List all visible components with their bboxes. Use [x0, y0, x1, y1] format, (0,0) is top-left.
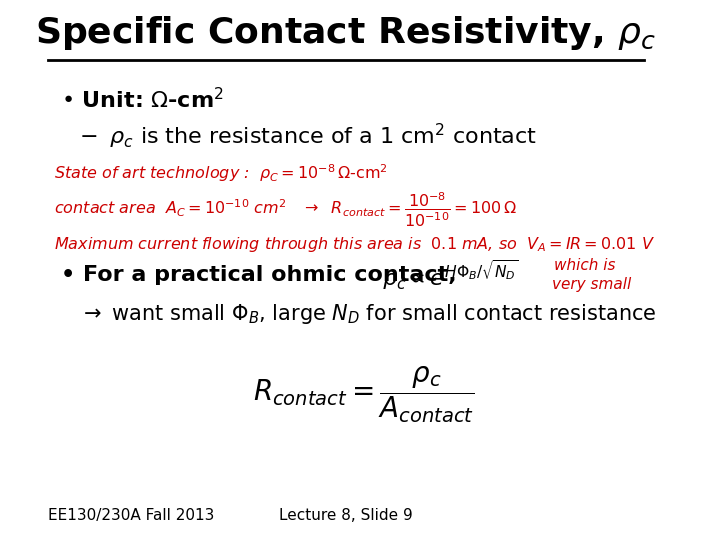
Text: State of art technology :  $\rho_C = 10^{-8}\,\Omega\text{-cm}^2$: State of art technology : $\rho_C = 10^{… — [54, 162, 388, 184]
Text: Specific Contact Resistivity, $\rho_c$: Specific Contact Resistivity, $\rho_c$ — [35, 15, 657, 52]
Text: which is: which is — [554, 258, 615, 273]
Text: • Unit: $\Omega$-cm$^2$: • Unit: $\Omega$-cm$^2$ — [60, 87, 223, 112]
Text: $R_{contact} = \dfrac{\rho_c}{A_{contact}}$: $R_{contact} = \dfrac{\rho_c}{A_{contact… — [253, 364, 474, 425]
Text: • For a practical ohmic contact,: • For a practical ohmic contact, — [60, 265, 472, 285]
Text: $\rho_c \propto e^{H\Phi_B / \sqrt{N_D}}$: $\rho_c \propto e^{H\Phi_B / \sqrt{N_D}}… — [382, 259, 518, 292]
Text: Lecture 8, Slide 9: Lecture 8, Slide 9 — [279, 508, 413, 523]
Text: $-\;\;\rho_c$ is the resistance of a 1 cm$^2$ contact: $-\;\;\rho_c$ is the resistance of a 1 c… — [79, 122, 537, 151]
Text: very small: very small — [552, 278, 631, 292]
Text: contact area  $A_C = 10^{-10}$ cm$^2$   $\rightarrow$  $R_{contact} = \dfrac{10^: contact area $A_C = 10^{-10}$ cm$^2$ $\r… — [54, 190, 518, 228]
Text: $\rightarrow$ want small $\Phi_B$, large $N_D$ for small contact resistance: $\rightarrow$ want small $\Phi_B$, large… — [79, 302, 657, 326]
Text: Maximum current flowing through this area is  $0.1$ mA, so  $V_A = IR = 0.01$ V: Maximum current flowing through this are… — [54, 235, 655, 254]
Text: EE130/230A Fall 2013: EE130/230A Fall 2013 — [48, 508, 215, 523]
